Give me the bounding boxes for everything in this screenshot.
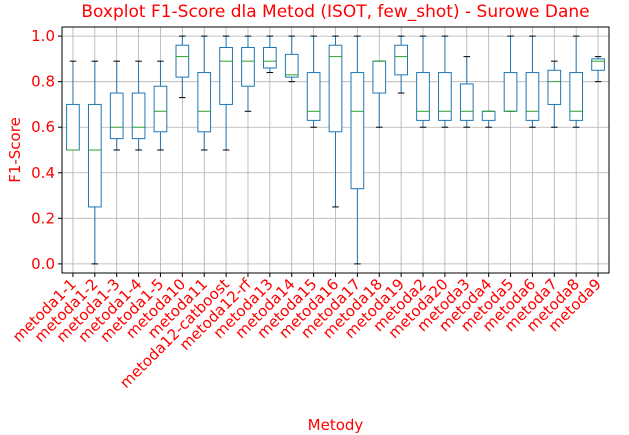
chart-title: Boxplot F1-Score dla Metod (ISOT, few_sh… (81, 2, 589, 22)
box-body (66, 103, 80, 151)
y-tick-label: 1.0 (31, 27, 55, 45)
box-body (328, 44, 343, 133)
box-metoda15 (306, 35, 321, 128)
box-metoda4 (481, 110, 496, 128)
box-metoda1-4 (131, 60, 146, 151)
y-axis: 0.0 0.2 0.4 0.6 0.8 1.0 (31, 27, 62, 273)
box-body (591, 58, 605, 71)
y-tick-label: 0.4 (31, 164, 55, 182)
box-metoda11 (197, 35, 212, 151)
y-axis-title: F1-Score (6, 117, 24, 183)
box-body (416, 72, 430, 121)
box-body (197, 72, 212, 133)
box-metoda2 (416, 35, 430, 128)
box-body (87, 103, 102, 208)
box-body (394, 44, 408, 76)
box-metoda17 (350, 35, 365, 265)
box-body (131, 92, 146, 140)
box-body (350, 72, 365, 190)
box-metoda13 (263, 35, 277, 74)
box-metoda1-2 (87, 60, 102, 265)
box-body (372, 60, 387, 94)
y-tick-label: 0.2 (31, 209, 55, 227)
box-body (241, 47, 255, 87)
y-tick-label: 0.0 (31, 255, 55, 273)
box-metoda10 (175, 35, 190, 99)
box-metoda9 (591, 56, 605, 83)
box-metoda18 (372, 60, 387, 128)
y-tick-label: 0.6 (31, 118, 55, 136)
y-tick-label: 0.8 (31, 73, 55, 91)
box-body (525, 72, 540, 121)
box-metoda1-3 (109, 60, 124, 151)
box-metoda5 (503, 35, 518, 112)
box-body (481, 110, 496, 121)
box-body (547, 69, 562, 105)
box-body (153, 85, 168, 133)
box-body (175, 44, 190, 78)
box-body (438, 72, 452, 121)
box-body (284, 53, 299, 78)
box-metoda12-rf (241, 35, 255, 112)
box-metoda1-5 (153, 60, 168, 151)
box-metoda3 (459, 56, 474, 128)
box-metoda7 (547, 60, 562, 128)
box-metoda12-catboost (219, 35, 233, 151)
x-axis: metoda1-1metoda1-2metoda1-3metoda1-4meto… (9, 273, 605, 392)
box-body (459, 83, 474, 121)
box-body (503, 72, 518, 112)
box-body (109, 92, 124, 140)
box-metoda6 (525, 35, 540, 128)
x-axis-title: Metody (308, 416, 364, 434)
box-body (263, 47, 277, 69)
box-metoda19 (394, 35, 408, 94)
box-body (306, 72, 321, 121)
box-body (219, 47, 233, 105)
box-body (569, 72, 584, 121)
box-metoda8 (569, 35, 584, 128)
box-metoda16 (328, 35, 343, 208)
box-metoda20 (438, 35, 452, 128)
boxes-layer (66, 35, 605, 265)
box-metoda14 (284, 35, 299, 83)
box-metoda1-1 (66, 60, 80, 151)
